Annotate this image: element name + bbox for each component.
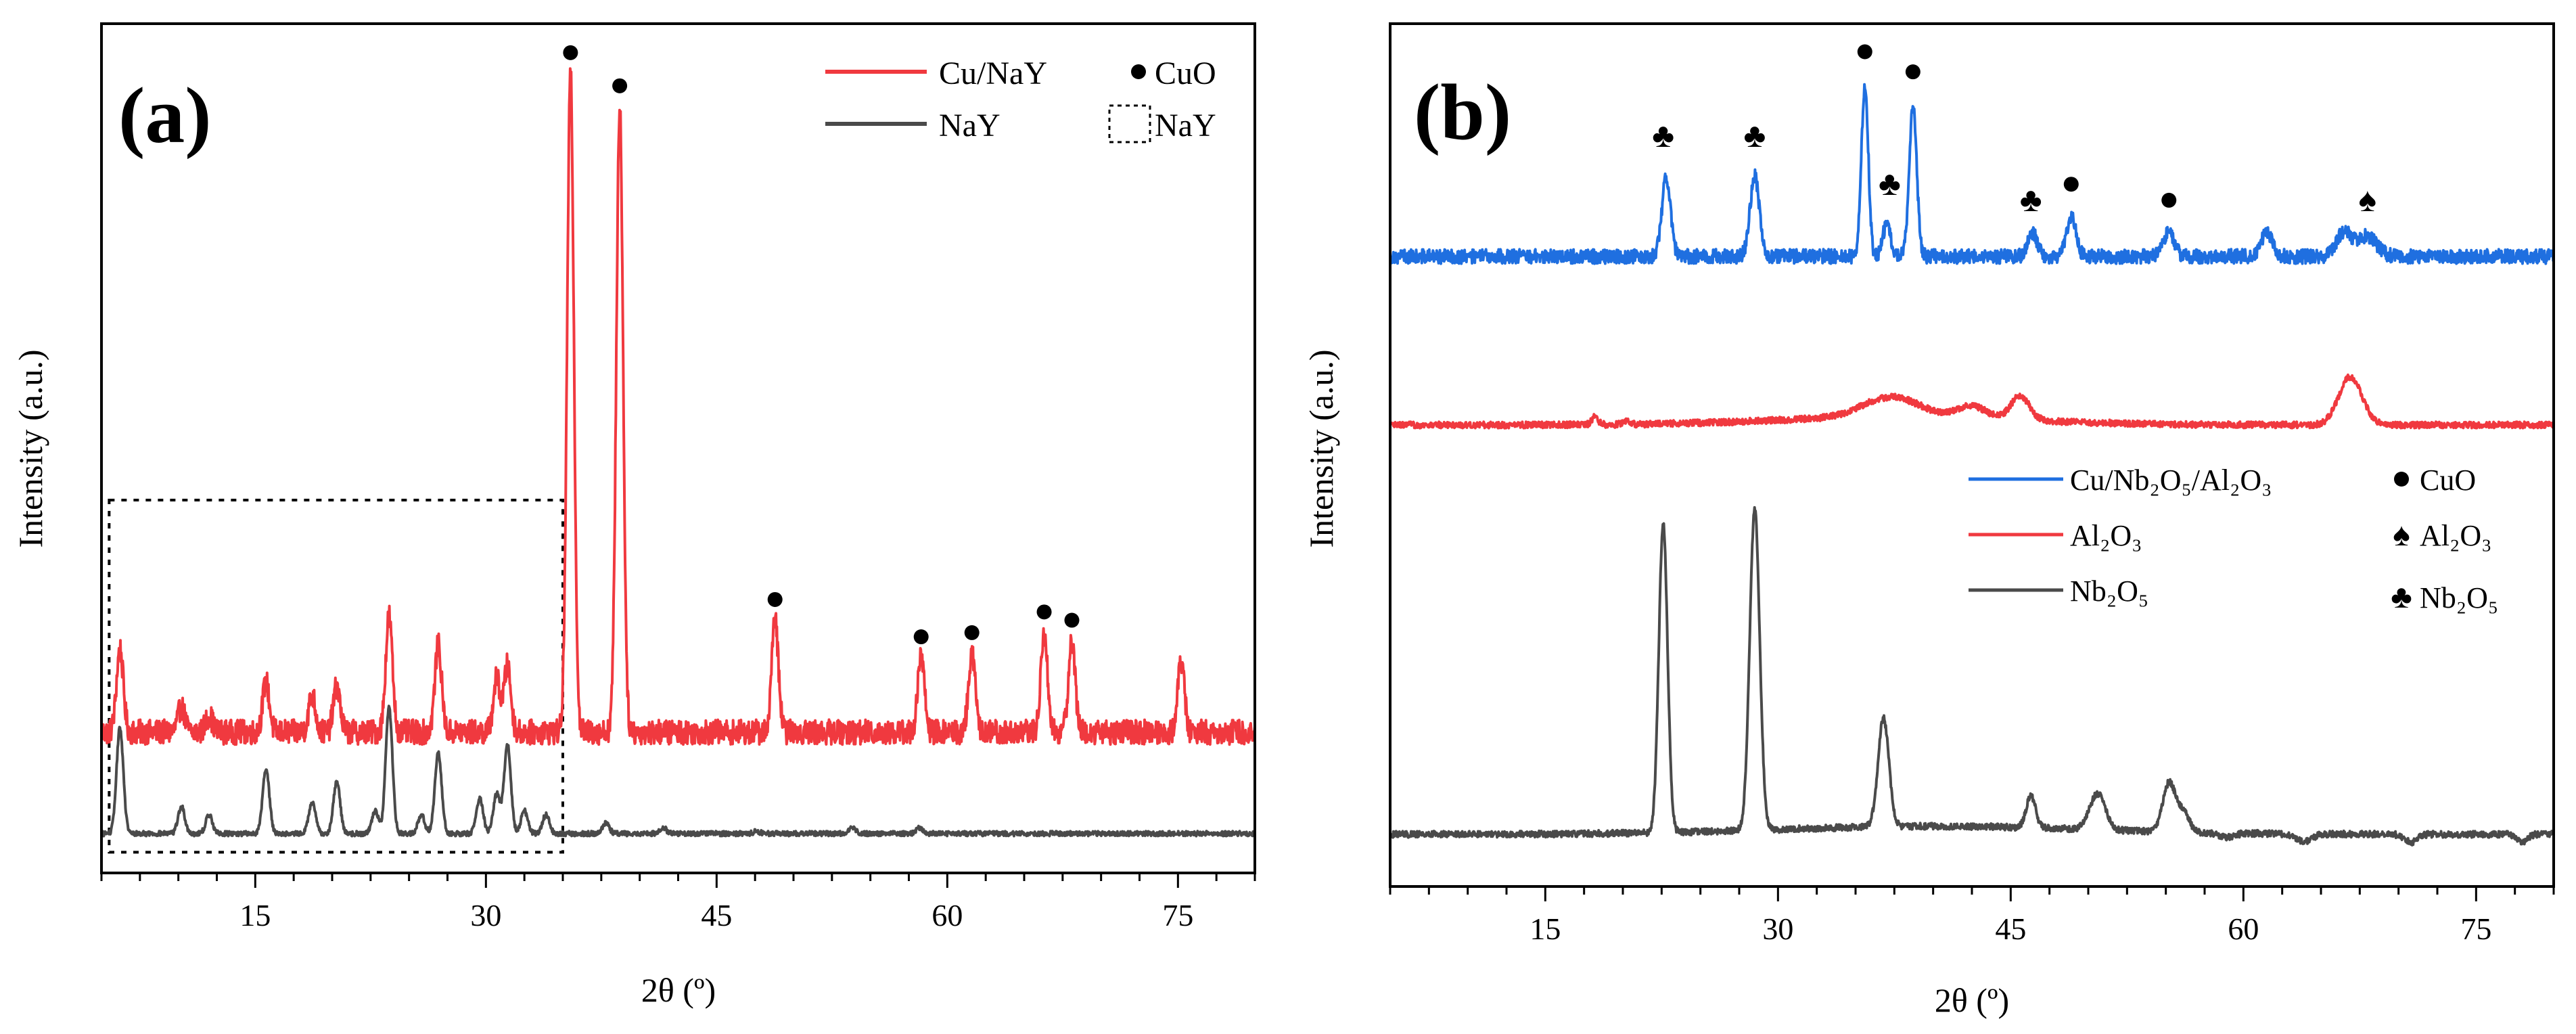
panel-a: (a) 2θ (º) Intensity (a.u.) 15 30 45 60 75 C… [12, 22, 1256, 1009]
al2o3-peak-marker: ♠ [2359, 181, 2377, 219]
legend-label-cuo-b: CuO [2420, 464, 2476, 497]
cuo-peak-marker [1905, 64, 1920, 80]
x-tick-label: 60 [2228, 912, 2259, 946]
series-line-nay [103, 704, 1254, 838]
x-tick-label: 75 [1162, 898, 1193, 932]
cuo-peak-marker [964, 625, 980, 640]
cuo-peak-marker [1857, 44, 1872, 60]
nb2o5-peak-marker: ♣ [1652, 116, 1674, 154]
series-line-cu-nay [103, 67, 1254, 746]
x-tick-label: 30 [470, 898, 501, 932]
cuo-peak-marker [612, 78, 628, 93]
legend-label-nay: NaY [939, 108, 1001, 143]
x-tick-label: 30 [1762, 912, 1793, 946]
panel-a-x-ticks: 15 30 45 60 75 [100, 873, 1256, 932]
panel-b: (b) 2θ (º) Intensity (a.u.) 15 30 45 60 75 ♣… [1302, 22, 2555, 1019]
legend-label-nay-box: NaY [1155, 108, 1216, 143]
panel-a-frame [100, 22, 1256, 874]
panel-a-plot-area [103, 45, 1254, 854]
legend-label-cu-nay: Cu/NaY [939, 55, 1047, 91]
nb2o5-peak-marker: ♣ [2020, 181, 2042, 219]
cuo-peak-marker [1036, 604, 1052, 620]
x-tick-label: 15 [1530, 912, 1561, 946]
panel-b-plot-area: ♣ ♣ ♣ ♣ ♠ [1392, 44, 2552, 847]
legend-label-cu-nb2o5-al2o3: Cu/Nb₂O₅/Al₂O₃ [2070, 464, 2272, 497]
x-tick-label: 15 [239, 898, 271, 932]
legend-label-nb2o5-marker: Nb₂O₅ [2420, 581, 2498, 614]
x-tick-label: 45 [701, 898, 732, 932]
series-line-al-o- [1392, 373, 2552, 430]
panel-a-legend: Cu/NaY NaY CuO NaY [825, 55, 1216, 143]
series-line-cu-nb-o-al-o- [1392, 83, 2552, 265]
legend-club-icon: ♣ [2391, 579, 2412, 615]
panel-a-ylabel: Intensity (a.u.) [12, 350, 49, 548]
panel-b-legend: Cu/Nb₂O₅/Al₂O₃ Al₂O₃ Nb₂O₅ CuO ♠ Al₂O₃ ♣… [1969, 464, 2498, 615]
legend-label-nb2o5: Nb₂O₅ [2070, 575, 2148, 608]
cuo-peak-marker [913, 629, 929, 645]
x-tick-label: 60 [932, 898, 963, 932]
x-tick-label: 75 [2460, 912, 2491, 946]
nb2o5-peak-marker: ♣ [1879, 164, 1901, 202]
legend-spade-icon: ♠ [2393, 517, 2410, 553]
legend-label-al2o3-marker: Al₂O₃ [2420, 519, 2491, 552]
cuo-peak-marker [563, 45, 578, 60]
panel-a-xlabel: 2θ (º) [641, 971, 716, 1009]
cuo-peak-marker [2063, 177, 2079, 192]
panel-b-ylabel: Intensity (a.u.) [1302, 350, 1340, 548]
series-line-nb-o- [1392, 505, 2552, 847]
panel-b-xlabel: 2θ (º) [1935, 981, 2009, 1019]
panel-b-label: (b) [1414, 68, 1511, 156]
legend-cuo-circle-icon [1131, 64, 1146, 79]
legend-cuo-circle-icon [2394, 472, 2409, 487]
panel-b-frame [1389, 22, 2555, 888]
cuo-peak-marker [767, 591, 783, 607]
cuo-peak-marker [2161, 192, 2177, 208]
nb2o5-peak-marker: ♣ [1744, 116, 1766, 154]
legend-label-cuo: CuO [1155, 55, 1216, 91]
panel-b-x-ticks: 15 30 45 60 75 [1389, 886, 2555, 946]
cuo-peak-marker [1064, 612, 1080, 628]
legend-nay-box-icon [1108, 104, 1151, 143]
panel-a-label: (a) [118, 71, 212, 160]
legend-label-al2o3: Al₂O₃ [2070, 519, 2142, 552]
x-tick-label: 45 [1995, 912, 2026, 946]
